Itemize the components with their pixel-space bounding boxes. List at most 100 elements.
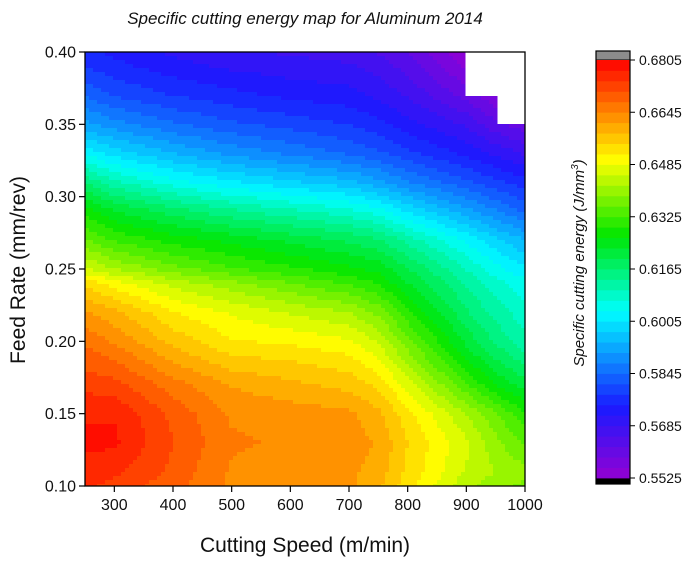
contour-cell [481, 152, 486, 157]
contour-cell [445, 92, 450, 97]
contour-cell [285, 200, 290, 205]
contour-cell [129, 152, 134, 157]
contour-cell [505, 236, 510, 241]
contour-cell [293, 96, 298, 101]
contour-cell [461, 180, 466, 185]
contour-cell [397, 100, 402, 105]
contour-cell [417, 212, 422, 217]
contour-cell [357, 52, 362, 57]
contour-cell [209, 172, 214, 177]
contour-cell [425, 160, 430, 165]
contour-cell [377, 148, 382, 153]
contour-cell [485, 136, 490, 141]
contour-cell [321, 124, 326, 129]
contour-cell [313, 124, 318, 129]
contour-cell [345, 224, 350, 229]
contour-cell [113, 84, 118, 89]
contour-cell [513, 172, 518, 177]
contour-cell [161, 152, 166, 157]
contour-cell [197, 232, 202, 237]
contour-cell [433, 80, 438, 85]
contour-cell [257, 100, 262, 105]
contour-cell [265, 220, 270, 225]
contour-cell [301, 208, 306, 213]
contour-cell [157, 204, 162, 209]
contour-cell [265, 64, 270, 69]
contour-cell [149, 128, 154, 133]
contour-cell [385, 124, 390, 129]
contour-cell [329, 104, 334, 109]
contour-cell [89, 228, 94, 233]
contour-cell [417, 56, 422, 61]
contour-cell [105, 176, 110, 181]
contour-cell [157, 104, 162, 109]
contour-cell [365, 104, 370, 109]
contour-cell [441, 124, 446, 129]
contour-cell [421, 112, 426, 117]
contour-cell [289, 196, 294, 201]
contour-cell [377, 164, 382, 169]
contour-cell [237, 168, 242, 173]
contour-cell [133, 100, 138, 105]
contour-cell [453, 228, 458, 233]
contour-cell [361, 64, 366, 69]
contour-cell [469, 236, 474, 241]
contour-cell [317, 224, 322, 229]
contour-cell [241, 112, 246, 117]
contour-cell [201, 232, 206, 237]
contour-cell [489, 156, 494, 161]
contour-cell [361, 52, 366, 57]
contour-cell [233, 224, 238, 229]
contour-cell [97, 172, 102, 177]
contour-cell [213, 172, 218, 177]
contour-cell [161, 184, 166, 189]
contour-cell [133, 212, 138, 217]
contour-cell [273, 228, 278, 233]
contour-cell [213, 196, 218, 201]
contour-cell [389, 124, 394, 129]
contour-cell [409, 232, 414, 237]
contour-cell [325, 200, 330, 205]
contour-cell [161, 80, 166, 85]
contour-cell [165, 120, 170, 125]
contour-cell [301, 116, 306, 121]
contour-cell [417, 172, 422, 177]
contour-cell [157, 160, 162, 165]
contour-cell [461, 120, 466, 125]
contour-cell [165, 148, 170, 153]
contour-cell [313, 176, 318, 181]
contour-cell [429, 80, 434, 85]
contour-cell [249, 184, 254, 189]
contour-cell [153, 220, 158, 225]
contour-cell [377, 56, 382, 61]
contour-cell [465, 132, 470, 137]
contour-cell [229, 132, 234, 137]
contour-cell [417, 52, 422, 57]
contour-cell [441, 60, 446, 65]
contour-cell [185, 172, 190, 177]
contour-cell [261, 108, 266, 113]
contour-cell [193, 76, 198, 81]
contour-cell [465, 164, 470, 169]
contour-cell [349, 84, 354, 89]
contour-cell [105, 200, 110, 205]
contour-cell [221, 188, 226, 193]
contour-cell [417, 124, 422, 129]
contour-cell [193, 240, 198, 245]
contour-cell [345, 132, 350, 137]
contour-cell [129, 192, 134, 197]
contour-cell [237, 224, 242, 229]
contour-cell [133, 92, 138, 97]
contour-cell [181, 216, 186, 221]
contour-cell [353, 112, 358, 117]
contour-cell [453, 104, 458, 109]
contour-cell [237, 216, 242, 221]
contour-cell [381, 148, 386, 153]
contour-cell [481, 104, 486, 109]
contour-cell [389, 184, 394, 189]
contour-cell [437, 80, 442, 85]
contour-cell [309, 156, 314, 161]
contour-cell [213, 136, 218, 141]
contour-cell [89, 116, 94, 121]
contour-cell [173, 112, 178, 117]
